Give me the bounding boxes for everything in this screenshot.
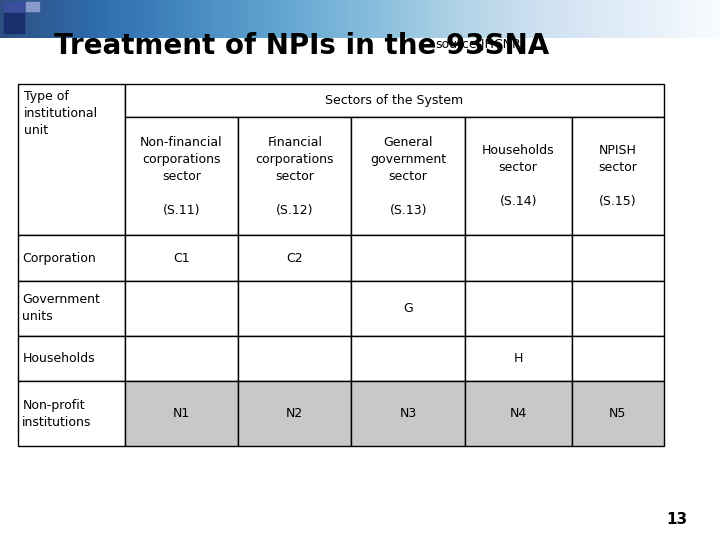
Bar <box>351 381 465 447</box>
Bar <box>125 84 665 117</box>
Bar <box>465 281 572 336</box>
Bar <box>18 336 125 381</box>
Text: Households
sector

(S.14): Households sector (S.14) <box>482 144 554 208</box>
Text: C1: C1 <box>173 252 189 265</box>
Bar <box>26 2 39 11</box>
Bar <box>351 235 465 281</box>
Text: N3: N3 <box>400 407 417 420</box>
Bar <box>125 381 238 447</box>
Text: source:JHCNP: source:JHCNP <box>436 38 520 51</box>
Text: C2: C2 <box>287 252 303 265</box>
Text: N1: N1 <box>173 407 190 420</box>
Bar <box>125 281 238 336</box>
Bar <box>465 336 572 381</box>
Bar <box>572 281 665 336</box>
Bar <box>18 84 125 235</box>
Bar <box>125 235 238 281</box>
Text: N4: N4 <box>510 407 527 420</box>
Text: Sectors of the System: Sectors of the System <box>325 94 464 107</box>
Bar <box>572 235 665 281</box>
Text: N2: N2 <box>286 407 303 420</box>
Text: Non-financial
corporations
sector

(S.11): Non-financial corporations sector (S.11) <box>140 136 222 217</box>
Text: Corporation: Corporation <box>22 252 96 265</box>
Text: Treatment of NPIs in the 93SNA: Treatment of NPIs in the 93SNA <box>54 32 549 60</box>
Bar <box>351 336 465 381</box>
Text: Government
units: Government units <box>22 293 100 323</box>
Bar <box>572 336 665 381</box>
Bar <box>465 381 572 447</box>
Bar <box>125 117 238 235</box>
Text: N5: N5 <box>609 407 626 420</box>
Text: NPISH
sector

(S.15): NPISH sector (S.15) <box>598 144 637 208</box>
Text: Financial
corporations
sector

(S.12): Financial corporations sector (S.12) <box>256 136 334 217</box>
Bar <box>572 117 665 235</box>
Text: 13: 13 <box>667 511 688 526</box>
Bar <box>572 381 665 447</box>
Bar <box>465 117 572 235</box>
Bar <box>4 13 24 33</box>
Bar <box>238 117 351 235</box>
Bar <box>18 381 125 447</box>
Bar <box>238 281 351 336</box>
Bar <box>125 336 238 381</box>
Text: Non-profit
institutions: Non-profit institutions <box>22 399 91 429</box>
Text: Households: Households <box>22 352 95 365</box>
Bar <box>18 235 125 281</box>
Bar <box>4 2 24 11</box>
Text: G: G <box>403 302 413 315</box>
Bar <box>18 281 125 336</box>
Bar <box>465 235 572 281</box>
Bar <box>238 235 351 281</box>
Bar <box>351 117 465 235</box>
Text: H: H <box>513 352 523 365</box>
Bar <box>238 336 351 381</box>
Bar <box>238 381 351 447</box>
Text: Type of
institutional
unit: Type of institutional unit <box>24 90 98 137</box>
Text: General
government
sector

(S.13): General government sector (S.13) <box>370 136 446 217</box>
Bar <box>351 281 465 336</box>
